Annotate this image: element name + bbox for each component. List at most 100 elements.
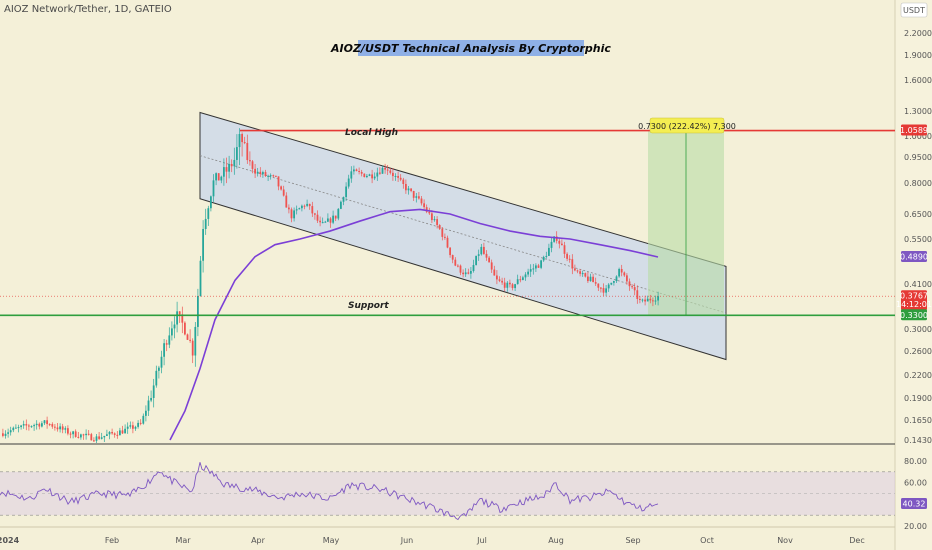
candle-body — [342, 197, 345, 202]
candle-body — [441, 228, 444, 237]
rsi-axis: 80.00 60.00 20.00 40.32 — [901, 457, 927, 531]
candle-body — [116, 434, 119, 436]
candle-body — [628, 281, 631, 287]
time-tick-label: Oct — [700, 536, 714, 545]
candle-body — [376, 172, 379, 177]
candle-body — [25, 424, 28, 426]
candle-body — [93, 440, 95, 442]
candle-body — [418, 196, 420, 199]
price-tick-label: 0.8000 — [904, 179, 932, 188]
price-tick-label: 0.6500 — [904, 210, 932, 219]
candle-body — [4, 433, 7, 436]
candle-body — [332, 215, 334, 223]
candle-body — [61, 426, 64, 430]
candle-body — [394, 175, 397, 177]
candle-body — [43, 420, 46, 424]
time-tick-label: Sep — [625, 536, 640, 545]
candle-body — [353, 169, 355, 172]
candle-body — [199, 260, 202, 297]
candle-body — [386, 169, 389, 171]
candle-body — [259, 171, 262, 175]
candle-body — [548, 247, 550, 256]
candle-body — [28, 425, 30, 427]
candle-body — [298, 208, 301, 210]
symbol-title[interactable]: AIOZ Network/Tether, 1D, GATEIO — [4, 4, 172, 15]
candle-body — [472, 264, 475, 271]
candle-body — [150, 397, 152, 401]
candle-body — [477, 254, 480, 256]
candle-body — [80, 434, 82, 438]
candle-body — [20, 425, 22, 428]
local-high-label: Local High — [345, 128, 398, 138]
candle-body — [553, 236, 555, 242]
candle-body — [623, 272, 626, 276]
time-tick-label: May — [323, 536, 340, 545]
candle-body — [618, 268, 620, 277]
rsi-value-tag: 40.32 — [903, 499, 926, 508]
candle-body — [587, 276, 589, 282]
rsi-tick-label: 80.00 — [904, 457, 927, 466]
candle-body — [524, 274, 527, 278]
candle-body — [615, 276, 618, 282]
candle-body — [33, 425, 35, 427]
candle-body — [321, 222, 324, 224]
candle-body — [379, 172, 381, 174]
candle-body — [230, 163, 233, 167]
time-tick-label: 2024 — [0, 536, 20, 545]
ma-value-tag: 0.4890 — [900, 253, 928, 262]
candle-body — [454, 259, 457, 266]
candle-body — [579, 271, 581, 274]
candle-body — [142, 415, 145, 424]
candle-body — [581, 273, 584, 275]
candle-body — [69, 433, 72, 435]
candle-body — [38, 423, 41, 427]
channel-midline — [199, 155, 727, 314]
candle-body — [610, 282, 613, 285]
candle-body — [311, 206, 314, 214]
candle-body — [555, 236, 558, 241]
support-tag-bg — [901, 309, 927, 321]
candle-body — [90, 434, 93, 441]
price-tick-label: 2.2000 — [904, 29, 932, 38]
descending-channel[interactable] — [199, 111, 727, 361]
candle-body — [509, 282, 511, 285]
candle-body — [592, 276, 594, 283]
candle-body — [272, 175, 275, 177]
candle-body — [178, 311, 181, 315]
candle-body — [561, 243, 563, 246]
candle-body — [384, 167, 386, 170]
candle-body — [17, 427, 20, 429]
candle-body — [345, 186, 347, 198]
candle-body — [293, 210, 295, 219]
candle-body — [438, 225, 441, 229]
candle-body — [537, 265, 540, 268]
price-tick-label: 0.3000 — [904, 325, 932, 334]
target-label-background — [649, 117, 725, 134]
candle-body — [485, 253, 488, 258]
current-price-tag-sub: 14:12:01 — [896, 300, 932, 309]
candle-body — [9, 430, 12, 433]
candle-body — [316, 214, 319, 221]
candle-body — [457, 265, 459, 267]
candle-body — [241, 134, 243, 143]
time-tick-label: Jul — [476, 536, 487, 545]
candle-body — [436, 219, 438, 226]
price-axis: 2.2000 1.9000 1.6000 1.3000 1.0000 0.9500 0.80… — [904, 29, 932, 445]
candle-body — [100, 437, 103, 439]
price-tick-label: 1.9000 — [904, 51, 932, 60]
candle-body — [165, 343, 168, 345]
local-high-tag-bg — [901, 124, 927, 136]
candle-body — [147, 400, 150, 411]
candle-body — [405, 183, 407, 191]
candle-body — [87, 433, 90, 435]
candle-body — [636, 290, 639, 299]
rsi-tick-label: 60.00 — [904, 479, 927, 488]
candle-body — [48, 424, 51, 426]
time-tick-label: Jun — [400, 536, 414, 545]
candle-body — [95, 436, 98, 441]
currency-button[interactable] — [900, 2, 928, 18]
candle-body — [480, 246, 483, 255]
candle-body — [233, 159, 236, 167]
candle-body — [137, 422, 139, 427]
